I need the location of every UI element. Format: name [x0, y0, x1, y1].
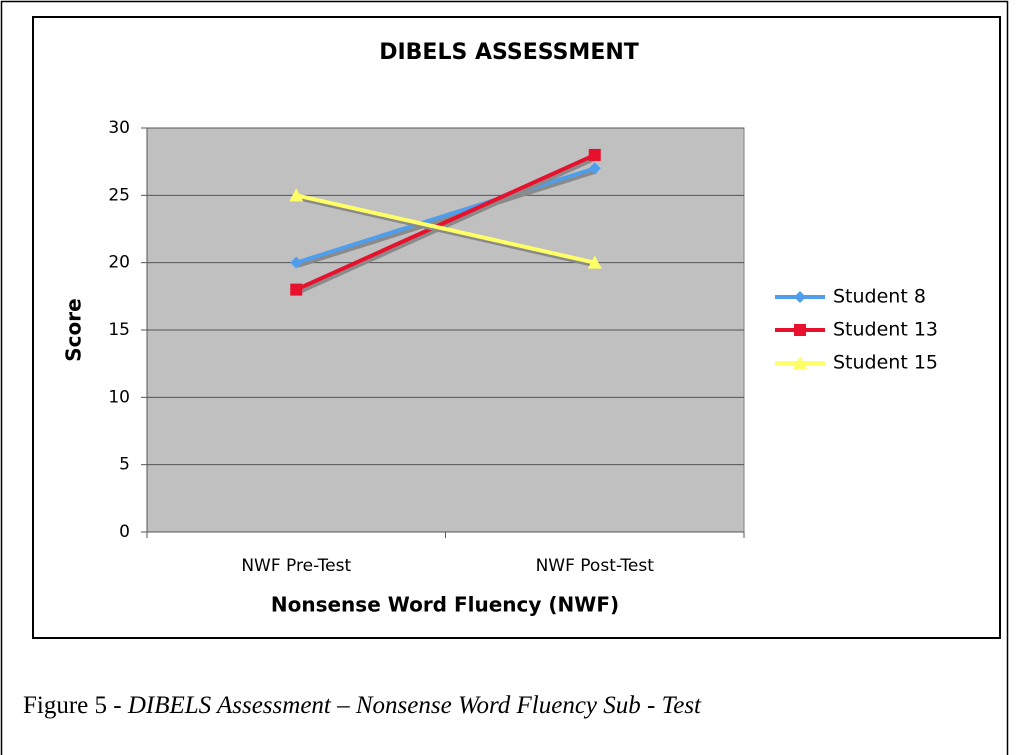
- chart-title: DIBELS ASSESSMENT: [379, 40, 639, 65]
- y-tick-label: 25: [108, 185, 130, 205]
- line-shadow: [297, 196, 598, 268]
- point-marker: [588, 162, 601, 175]
- legend-marker: [794, 324, 806, 336]
- y-tick-label: 15: [108, 320, 130, 340]
- caption-text: -: [641, 692, 662, 719]
- line-shadow: [297, 169, 598, 268]
- legend-marker: [793, 356, 807, 369]
- series-line: [295, 193, 596, 265]
- caption-text: Test: [662, 692, 702, 719]
- x-tick-label: NWF Pre-Test: [241, 556, 351, 576]
- line-shadow: [297, 156, 598, 295]
- y-tick-label: 5: [119, 455, 130, 475]
- point-marker: [587, 255, 602, 269]
- caption-text: DIBELS Assessment – Nonsense Word Fluenc…: [127, 692, 641, 719]
- legend-label: Student 8: [833, 286, 926, 308]
- caption: Figure 5 - DIBELS Assessment – Nonsense …: [23, 692, 702, 719]
- point-marker: [290, 283, 303, 296]
- series-line: [295, 153, 596, 292]
- x-axis-label: Nonsense Word Fluency (NWF): [271, 593, 619, 617]
- caption-text: Figure 5 -: [23, 692, 128, 719]
- legend-marker: [794, 291, 806, 303]
- legend-label: Student 15: [833, 352, 938, 374]
- point-marker: [289, 188, 304, 202]
- y-tick-label: 0: [119, 522, 130, 542]
- y-tick-label: 10: [108, 387, 130, 407]
- y-axis-label: Score: [62, 298, 86, 361]
- y-tick-label: 30: [108, 118, 130, 138]
- point-marker: [290, 256, 303, 269]
- y-tick-label: 20: [108, 253, 130, 273]
- legend-label: Student 13: [833, 319, 938, 341]
- x-tick-label: NWF Post-Test: [536, 556, 655, 576]
- point-marker: [588, 148, 601, 161]
- series-line: [295, 166, 596, 265]
